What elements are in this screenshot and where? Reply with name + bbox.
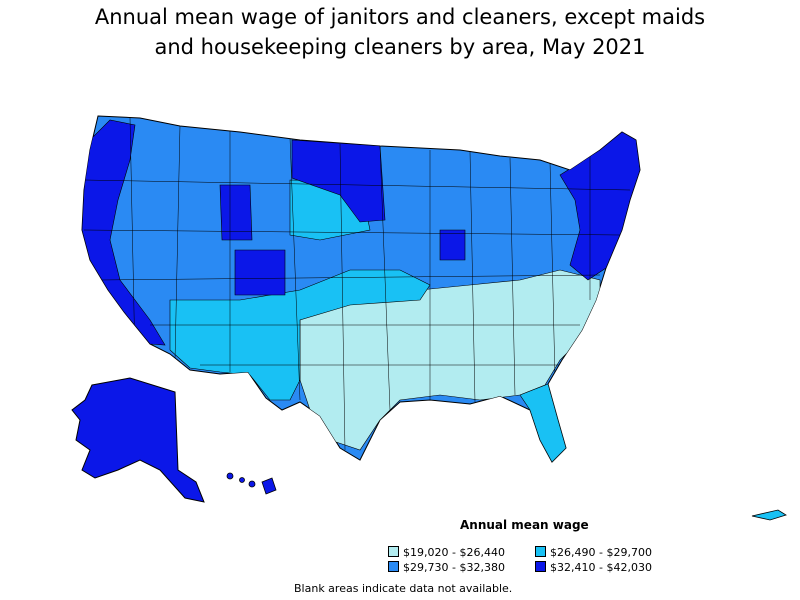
title-line-2: and housekeeping cleaners by area, May 2… (154, 35, 646, 59)
legend-item-tier1: $19,020 - $26,440 (388, 546, 505, 559)
region-colorado-high (234, 249, 286, 296)
map-title: Annual mean wage of janitors and cleaner… (0, 2, 800, 62)
footnote: Blank areas indicate data not available. (294, 582, 513, 595)
title-line-1: Annual mean wage of janitors and cleaner… (94, 5, 706, 29)
legend-swatch-tier1 (388, 546, 399, 557)
area-boundaries (83, 117, 631, 451)
legend-label-tier2: $26,490 - $29,700 (550, 546, 652, 559)
legend-label-tier4: $32,410 - $42,030 (550, 561, 652, 574)
legend-label-tier3: $29,730 - $32,380 (403, 561, 505, 574)
legend-title: Annual mean wage (460, 518, 589, 532)
region-plains-mid (169, 269, 431, 401)
legend-item-tier4: $32,410 - $42,030 (535, 561, 652, 574)
region-rockies-high (219, 184, 253, 241)
alaska (71, 377, 205, 503)
region-chicago-high (439, 229, 466, 261)
region-west-coast-high (82, 119, 166, 346)
legend-item-tier2: $26,490 - $29,700 (535, 546, 652, 559)
legend-swatch-tier3 (388, 561, 399, 572)
contiguous-us (81, 115, 641, 463)
legend-swatch-tier4 (535, 561, 546, 572)
legend-swatch-tier2 (535, 546, 546, 557)
puerto-rico (751, 509, 787, 521)
legend-label-tier1: $19,020 - $26,440 (403, 546, 505, 559)
hawaii (226, 472, 277, 495)
legend-item-tier3: $29,730 - $32,380 (388, 561, 505, 574)
region-northeast-high (559, 131, 640, 281)
